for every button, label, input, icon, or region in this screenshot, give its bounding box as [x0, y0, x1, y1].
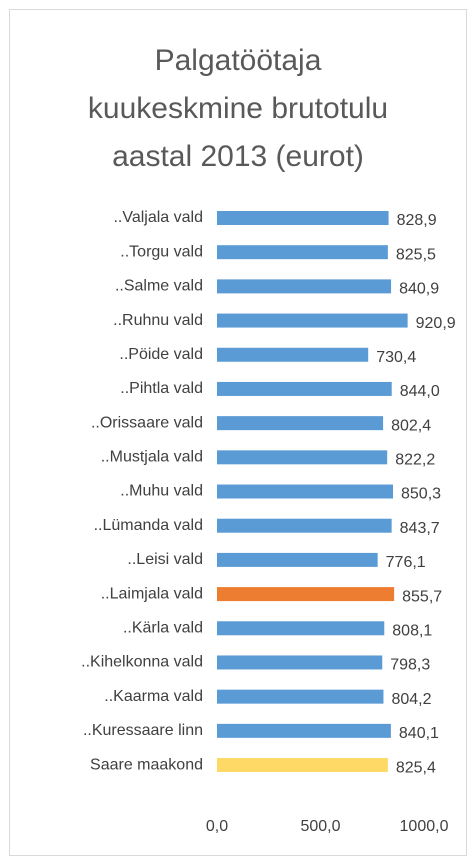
- value-label: 920,9: [416, 315, 456, 332]
- value-label: 798,3: [390, 657, 430, 674]
- bar: [217, 689, 384, 704]
- value-label: 840,9: [399, 281, 439, 298]
- y-tick-label: ..Kuressaare linn: [83, 722, 203, 739]
- value-label: 828,9: [397, 212, 437, 229]
- bar: [217, 450, 388, 465]
- value-label: 825,5: [396, 246, 436, 263]
- y-tick-label: ..Valjala vald: [113, 209, 203, 226]
- y-tick-label: ..Salme vald: [115, 278, 203, 295]
- value-label: 822,2: [395, 452, 435, 469]
- value-label: 730,4: [376, 349, 416, 366]
- value-label: 844,0: [400, 383, 440, 400]
- bar: [217, 416, 384, 431]
- value-label: 808,1: [392, 622, 432, 639]
- y-tick-label: ..Leisi vald: [127, 551, 203, 568]
- bar: [217, 587, 395, 602]
- value-label: 825,4: [396, 759, 436, 776]
- bar: [217, 518, 392, 533]
- bar: [217, 211, 389, 225]
- x-tick-label: 0,0: [206, 818, 228, 835]
- bar: [217, 279, 392, 294]
- bar: [217, 347, 369, 362]
- y-tick-label: ..Kihelkonna vald: [81, 654, 203, 671]
- value-label: 802,4: [391, 417, 431, 434]
- value-label: 843,7: [400, 520, 440, 537]
- bar: [217, 484, 394, 499]
- bar: [217, 655, 383, 670]
- value-label: 850,3: [401, 486, 441, 503]
- y-tick-label: ..Pihtla vald: [120, 380, 203, 397]
- value-label: 804,2: [391, 691, 431, 708]
- x-tick-label: 500,0: [300, 818, 340, 835]
- chart-border: [9, 9, 467, 856]
- chart-title: Palgatöötaja: [155, 44, 322, 77]
- chart-title: aastal 2013 (eurot): [112, 140, 364, 173]
- bar: [217, 723, 391, 738]
- y-tick-label: ..Pöide vald: [119, 346, 203, 363]
- bar: [217, 245, 388, 260]
- bar: [217, 552, 378, 567]
- y-tick-label: ..Ruhnu vald: [113, 312, 203, 329]
- bar: [217, 313, 408, 328]
- x-tick-label: 1000,0: [400, 818, 449, 835]
- value-label: 776,1: [386, 554, 426, 571]
- y-tick-label: ..Lümanda vald: [94, 517, 203, 534]
- bar: [217, 381, 392, 396]
- chart-title: kuukeskmine brutotulu: [88, 92, 388, 125]
- value-label: 840,1: [399, 725, 439, 742]
- y-tick-label: ..Kaarma vald: [104, 688, 203, 705]
- y-tick-label: ..Orissaare vald: [91, 414, 203, 431]
- y-tick-label: ..Torgu vald: [120, 243, 203, 260]
- value-label: 855,7: [402, 588, 442, 605]
- y-tick-label: ..Kärla vald: [123, 619, 203, 636]
- y-tick-label: Saare maakond: [90, 756, 203, 773]
- y-tick-label: ..Laimjala vald: [101, 585, 203, 602]
- y-tick-label: ..Muhu vald: [120, 483, 203, 500]
- bar: [217, 758, 388, 773]
- y-tick-label: ..Mustjala vald: [101, 449, 203, 466]
- bar: [217, 621, 385, 636]
